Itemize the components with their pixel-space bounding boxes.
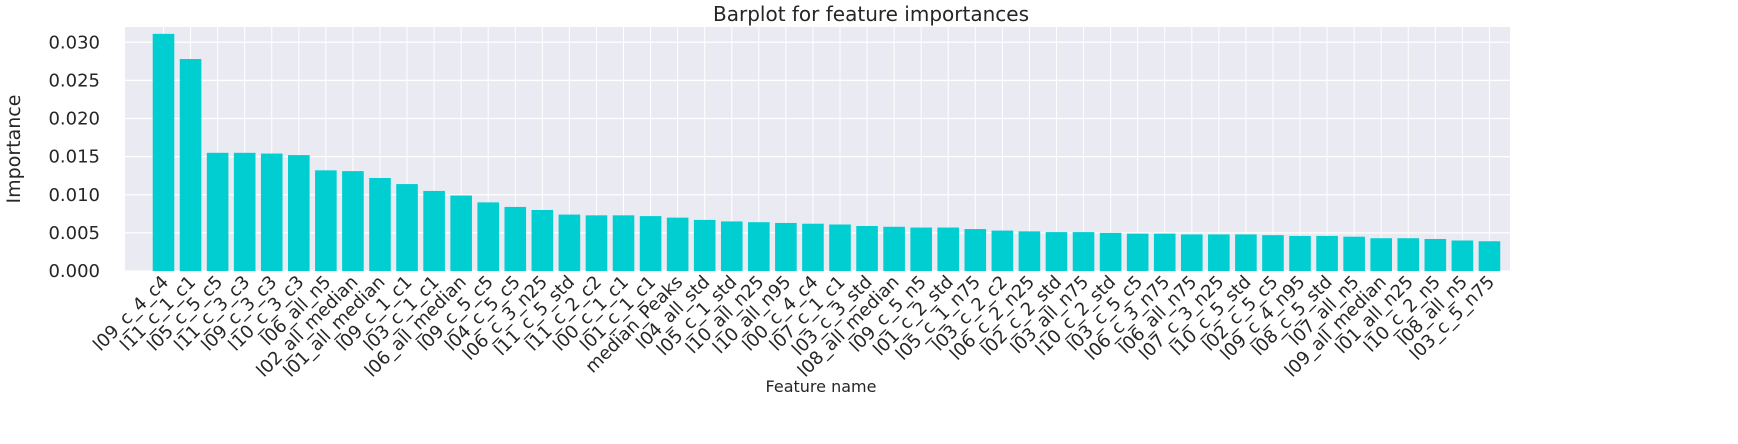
bar-l03_c_1_c1 [423,190,445,271]
x-axis-ticks: l09_c_4_c4l11_c_1_c1l05_c_5_c5l11_c_3_c3… [89,272,1499,382]
bar-l01_all_median [369,177,391,271]
bar-l11_c_5_std [558,214,581,271]
bar-l00_c_4_c4 [802,223,824,271]
x-axis-label: Feature name [766,377,877,396]
chart-title: Barplot for feature importances [713,2,1029,26]
bar-l04_c_5_c5 [504,206,527,271]
y-axis-ticks: 0.000 0.005 0.010 0.015 0.020 0.025 0.030 [48,32,100,282]
bar-l10_all_n95 [775,222,797,271]
bar-l05_c_1_std [720,221,743,271]
bar-l01_all_n25 [1397,238,1420,271]
bar-l09_c_5_n5 [910,227,932,271]
bar-l09_c_1_c1 [396,184,418,271]
bar-l07_c_1_c1 [829,224,851,271]
bar-l09_all_median [1370,238,1392,271]
y-tick-label: 0.030 [48,32,100,53]
bar-l06_c_3_n25 [531,210,554,271]
bar-l07_c_3_n25 [1208,234,1230,271]
bar-l02_c_5_c5 [1262,235,1284,271]
bar-l09_c_5_c5 [477,202,500,271]
bar-l03_all_n75 [1072,232,1095,271]
bar-l05_c_5_c5 [206,152,229,271]
bar-l05_c_1_n75 [964,229,987,271]
bar-l06_c_2_n25 [1018,231,1041,271]
bar-l01_c_1_c1 [639,216,662,271]
y-axis-label: Importance [3,95,25,204]
bar-l02_c_2_std [1045,232,1068,271]
y-tick-label: 0.010 [48,185,100,206]
bar-l00_c_1_c1 [612,215,635,271]
y-tick-label: 0.015 [48,147,100,168]
bar-l03_c_5_n75 [1478,241,1501,271]
bar-l09_c_4_n95 [1289,235,1311,271]
bar-l06_c_3_n75 [1153,233,1176,271]
bar-l01_c_2_std [937,227,960,271]
bar-l08_c_5_std [1316,235,1338,271]
bar-l06_all_n5 [315,170,337,271]
bar-l11_c_2_c2 [585,215,608,271]
bar-l04_all_std [693,219,716,271]
bar-l11_c_1_c1 [179,59,202,272]
y-tick-label: 0.005 [48,223,100,244]
bar-l10_c_5_std [1235,234,1257,271]
bar-l10_c_2_n5 [1424,238,1447,271]
bar-l09_c_4_c4 [152,33,175,271]
bar-l10_all_n25 [748,222,770,271]
bars [152,33,1501,272]
y-tick-label: 0.000 [48,261,100,282]
bar-l03_c_3_std [856,226,878,271]
bar-l06_all_n75 [1180,234,1203,271]
bar-l06_all_median [450,195,472,271]
bar-l10_c_2_std [1099,232,1122,271]
bar-l08_all_median [883,226,905,271]
bar-l10_c_3_c3 [288,155,310,271]
bar-l03_c_2_c2 [991,230,1014,271]
bar-l03_c_5_c5 [1126,233,1149,271]
bar-l09_c_3_c3 [260,153,283,271]
bar-l02_all_median [342,171,364,271]
bar-l08_all_n5 [1451,240,1474,271]
bar-l11_c_3_c3 [233,152,256,271]
y-tick-label: 0.025 [48,70,100,91]
y-tick-label: 0.020 [48,109,100,130]
bar-median_Peaks [666,217,689,271]
bar-l07_all_n5 [1343,236,1365,271]
